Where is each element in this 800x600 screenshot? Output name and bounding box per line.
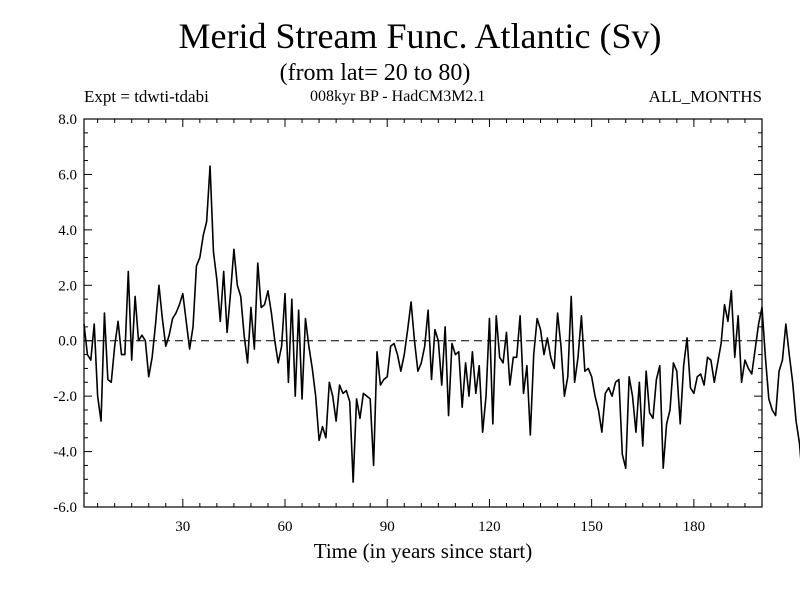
y-tick-label: 4.0 xyxy=(58,223,77,239)
model-label: 008kyr BP - HadCM3M2.1 xyxy=(310,88,486,105)
chart-subtitle: (from lat= 20 to 80) xyxy=(279,60,471,86)
x-tick-label: 150 xyxy=(580,519,603,535)
y-tick-label: 8.0 xyxy=(58,112,77,128)
x-tick-label: 60 xyxy=(278,519,293,535)
axes-layer: -6.0 -4.0 -2.0 0.0 2.0 4.0 6.0 8.0 30 60 90 120 150 1… xyxy=(53,112,763,535)
y-tick-label: 0.0 xyxy=(58,334,77,350)
series-layer xyxy=(83,165,800,483)
chart-title: Merid Stream Func. Atlantic (Sv) xyxy=(178,16,662,56)
y-tick-label: 6.0 xyxy=(58,167,77,183)
x-tick-label: 30 xyxy=(175,519,190,535)
months-label: ALL_MONTHS xyxy=(648,87,762,106)
x-axis-label: Time (in years since start) xyxy=(313,539,533,563)
y-tick-label: -2.0 xyxy=(53,389,77,405)
y-tick-label: -6.0 xyxy=(53,500,77,516)
experiment-label: Expt = tdwti-tdabi xyxy=(84,87,209,106)
x-tick-label: 180 xyxy=(683,519,706,535)
y-tick-label: -4.0 xyxy=(53,445,77,461)
x-tick-label: 90 xyxy=(380,519,395,535)
series-line xyxy=(83,165,800,483)
x-tick-label: 120 xyxy=(478,519,501,535)
y-tick-label: 2.0 xyxy=(58,278,77,294)
